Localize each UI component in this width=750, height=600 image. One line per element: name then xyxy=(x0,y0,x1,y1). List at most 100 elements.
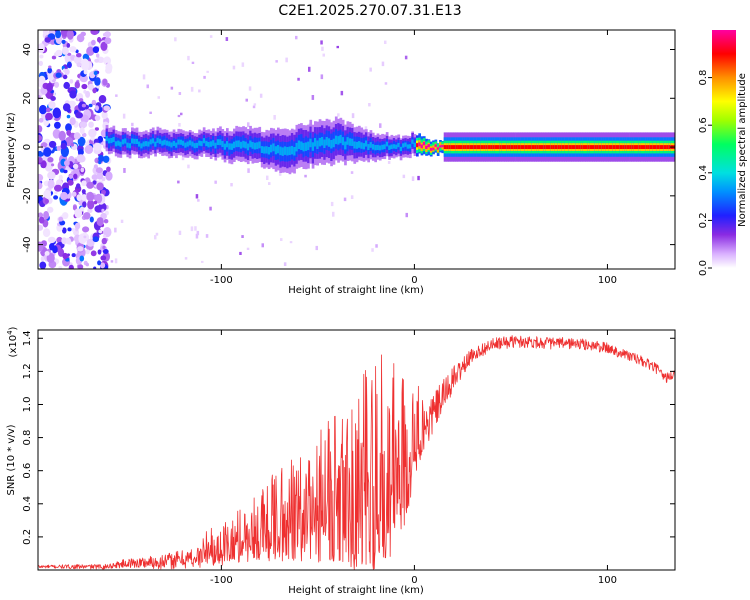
spectrogram-noise-blob xyxy=(54,81,60,88)
spectrogram-noise-speck xyxy=(308,66,311,72)
spectrogram-noise-speck xyxy=(275,60,278,63)
spectrogram-noise-speck xyxy=(252,105,256,109)
spectrogram-noise-blob xyxy=(69,79,74,84)
spectrogram-noise-blob xyxy=(76,34,85,43)
spectrogram-noise-speck xyxy=(411,176,415,181)
spectrogram-noise-blob xyxy=(62,103,71,112)
spectrogram-ridge-cell xyxy=(439,142,442,148)
spectrogram-ridge-cell xyxy=(513,145,516,149)
spectrogram-noise-blob xyxy=(47,179,55,189)
spectrogram-noise-blob xyxy=(79,127,85,135)
spectrogram-ridge-cell xyxy=(177,139,181,145)
spectrogram-ridge-cell xyxy=(517,145,521,149)
spectrogram-ridge-cell xyxy=(497,145,500,149)
spectrogram-noise-blob xyxy=(68,264,74,269)
spectrogram-ridge-cell xyxy=(277,145,280,154)
spectrogram-noise-blob xyxy=(72,163,79,169)
spectrogram-noise-blob xyxy=(96,172,104,180)
spectrogram-noise-speck xyxy=(340,90,344,96)
spectrogram-ridge-cell xyxy=(578,145,581,149)
spectrogram-ridge-cell xyxy=(402,143,405,148)
spectrogram-ridge-cell xyxy=(219,139,222,146)
spectrogram-noise-blob xyxy=(76,183,81,189)
spectrogram-ridge-cell xyxy=(656,145,660,149)
spectrogram-noise-blob xyxy=(94,77,101,86)
spectrogram-noise-blob xyxy=(56,145,62,151)
spectrogram-ridge-cell xyxy=(302,142,306,152)
y-tick-label: 0.4 xyxy=(22,496,33,512)
spectrogram-ridge-cell xyxy=(649,145,653,149)
spectrogram-ridge-cell xyxy=(288,146,292,155)
spectrogram-ridge-cell xyxy=(367,144,370,150)
spectrogram-noise-speck xyxy=(375,244,378,248)
spectrogram-noise-blob xyxy=(64,68,70,75)
spectrogram-noise-speck xyxy=(384,40,387,44)
spectrogram-noise-speck xyxy=(209,35,213,38)
spectrogram-ridge-cell xyxy=(170,142,174,148)
spectrogram-noise-blob xyxy=(56,236,63,244)
spectrogram-noise-speck xyxy=(371,248,374,252)
spectrogram-ridge-cell xyxy=(494,145,498,149)
spectrogram-ridge-cell xyxy=(647,145,651,149)
spectrogram-ridge-cell xyxy=(443,145,447,149)
spectrogram-noise-blob xyxy=(55,72,62,78)
spectrogram-ridge-cell xyxy=(281,147,285,156)
spectrogram-ridge-cell xyxy=(209,141,213,147)
x-tick-label: 0 xyxy=(411,575,417,586)
spectrogram-ridge-cell xyxy=(427,144,431,148)
spectrogram-ridge-cell xyxy=(587,145,591,149)
spectrogram-ridge-cell xyxy=(605,145,609,149)
spectrogram-ridge-cell xyxy=(603,145,607,149)
spectrogram-ridge-cell xyxy=(124,138,127,144)
spectrogram-noise-blob xyxy=(39,54,44,59)
spectrogram-ridge-cell xyxy=(492,145,496,149)
spectrogram-noise-blob xyxy=(96,217,104,227)
spectrogram-noise-blob xyxy=(55,30,62,39)
spectrogram-noise-blob xyxy=(38,182,43,190)
spectrogram-ridge-cell xyxy=(242,140,245,148)
y-tick-label: -20 xyxy=(22,188,33,204)
spectrogram-noise-blob xyxy=(67,52,72,56)
spectrogram-ridge-cell xyxy=(436,147,440,150)
spectrogram-ridge-cell xyxy=(478,145,482,149)
spectrogram-ridge-cell xyxy=(133,138,137,144)
spectrogram-noise-speck xyxy=(320,74,324,80)
spectrogram-noise-blob xyxy=(105,62,113,73)
spectrogram-noise-speck xyxy=(195,194,199,199)
spectrogram-noise-blob xyxy=(44,159,53,172)
spectrogram-noise-speck xyxy=(146,84,149,89)
spectrogram-noise-speck xyxy=(157,96,160,99)
spectrogram-noise-blob xyxy=(98,95,107,104)
spectrogram-noise-blob xyxy=(38,134,43,142)
spectrogram-ridge-cell xyxy=(617,145,621,149)
spectrogram-ridge-cell xyxy=(506,145,509,149)
spectrogram-noise-speck xyxy=(320,40,323,45)
x-tick-label: -100 xyxy=(210,275,233,286)
spectrogram-ridge-cell xyxy=(327,138,331,147)
spectrogram-ridge-cell xyxy=(260,146,264,153)
snr-ticks: -100 0 100 0.2 0.4 0.6 0.8 1.0 1.2 1.4 xyxy=(22,330,675,586)
spectrogram-noise-blob xyxy=(38,173,44,182)
spectrogram-noise-blob xyxy=(61,39,66,45)
spectrogram-heatmap xyxy=(38,30,675,269)
spectrogram-ridge-cell xyxy=(371,144,375,150)
y-tick-label: 40 xyxy=(22,43,33,56)
spectrogram-noise-blob xyxy=(104,31,111,38)
spectrogram-ridge-cell xyxy=(575,145,579,149)
spectrogram-ridge-cell xyxy=(666,145,669,149)
spectrogram-noise-speck xyxy=(214,180,217,184)
spectrogram-noise-speck xyxy=(241,235,244,238)
spectrogram-ridge-cell xyxy=(182,140,185,146)
colorbar-tick-label: 0.2 xyxy=(698,212,709,228)
spectrogram-noise-blob xyxy=(78,98,84,103)
y-tick-label: 0.2 xyxy=(22,529,33,545)
spectrogram-noise-blob xyxy=(91,174,99,181)
x-tick-label: 100 xyxy=(598,575,617,586)
spectrogram-ridge-cell xyxy=(524,145,528,149)
spectrogram-ridge-cell xyxy=(258,141,262,149)
spectrogram-noise-blob xyxy=(87,199,95,210)
spectrogram-ridge-cell xyxy=(149,139,153,145)
spectrogram-ridge-cell xyxy=(321,137,324,146)
spectrogram-noise-speck xyxy=(196,230,200,236)
spectrogram-ridge-cell xyxy=(339,134,343,144)
